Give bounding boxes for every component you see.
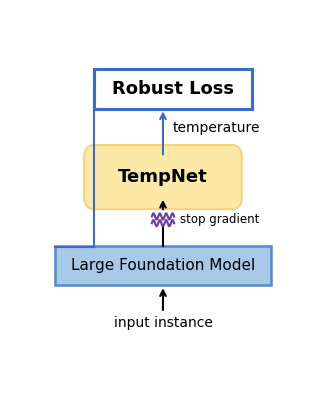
- FancyBboxPatch shape: [94, 69, 252, 109]
- Text: TempNet: TempNet: [118, 168, 208, 186]
- Text: Robust Loss: Robust Loss: [112, 80, 234, 98]
- Text: temperature: temperature: [173, 121, 260, 135]
- Text: stop gradient: stop gradient: [180, 213, 259, 226]
- FancyBboxPatch shape: [55, 246, 272, 286]
- Text: Large Foundation Model: Large Foundation Model: [71, 258, 255, 273]
- FancyBboxPatch shape: [84, 145, 242, 209]
- Text: input instance: input instance: [114, 316, 212, 331]
